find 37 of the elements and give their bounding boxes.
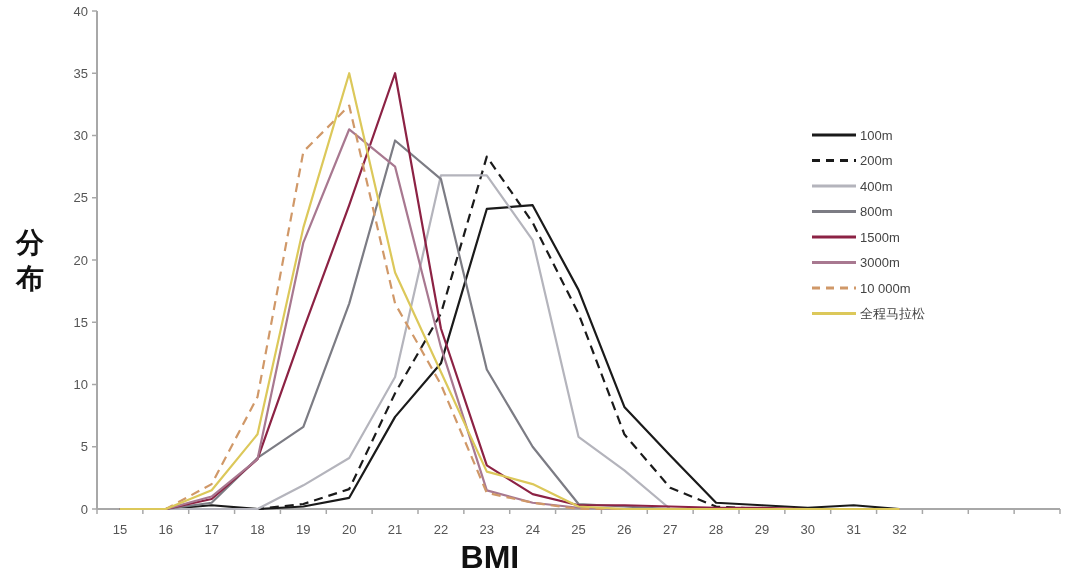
legend-label: 1500m <box>860 229 900 245</box>
legend-label: 800m <box>860 204 893 219</box>
x-tick-label: 23 <box>479 521 495 537</box>
x-tick-label: 20 <box>341 521 357 537</box>
x-tick-label: 21 <box>387 521 403 537</box>
y-tick-label: 10 <box>73 377 88 392</box>
y-tick-label: 35 <box>73 65 88 81</box>
legend-label: 100m <box>860 127 893 143</box>
x-tick-label: 26 <box>617 521 632 537</box>
x-tick-label: 17 <box>204 521 219 537</box>
x-tick-label: 24 <box>525 521 540 537</box>
y-tick-label: 5 <box>80 439 88 455</box>
x-tick-label: 31 <box>846 521 861 537</box>
x-tick-label: 27 <box>662 521 678 537</box>
y-tick-label: 25 <box>73 190 88 206</box>
y-tick-label: 20 <box>73 252 88 268</box>
x-tick-label: 19 <box>296 521 311 537</box>
legend-label: 200m <box>860 153 893 168</box>
legend-label: 400m <box>860 178 893 194</box>
y-tick-label: 40 <box>73 3 88 19</box>
x-tick-label: 18 <box>250 521 265 537</box>
legend-label: 全程马拉松 <box>860 306 925 321</box>
y-axis-title: 分布 <box>15 227 45 294</box>
x-tick-label: 30 <box>800 521 816 537</box>
x-axis-title: BMI <box>460 539 520 575</box>
y-tick-label: 15 <box>73 314 88 330</box>
x-tick-label: 32 <box>892 521 907 537</box>
y-tick-label: 0 <box>80 501 88 517</box>
legend-label: 3000m <box>860 255 900 270</box>
legend-label: 10 000m <box>860 280 911 296</box>
y-tick-label: 30 <box>73 128 88 143</box>
x-tick-label: 29 <box>754 521 770 537</box>
x-tick-label: 28 <box>708 521 724 537</box>
x-tick-label: 15 <box>112 521 128 537</box>
x-tick-label: 16 <box>158 521 174 537</box>
x-tick-label: 25 <box>571 521 586 537</box>
x-tick-label: 22 <box>433 521 449 537</box>
